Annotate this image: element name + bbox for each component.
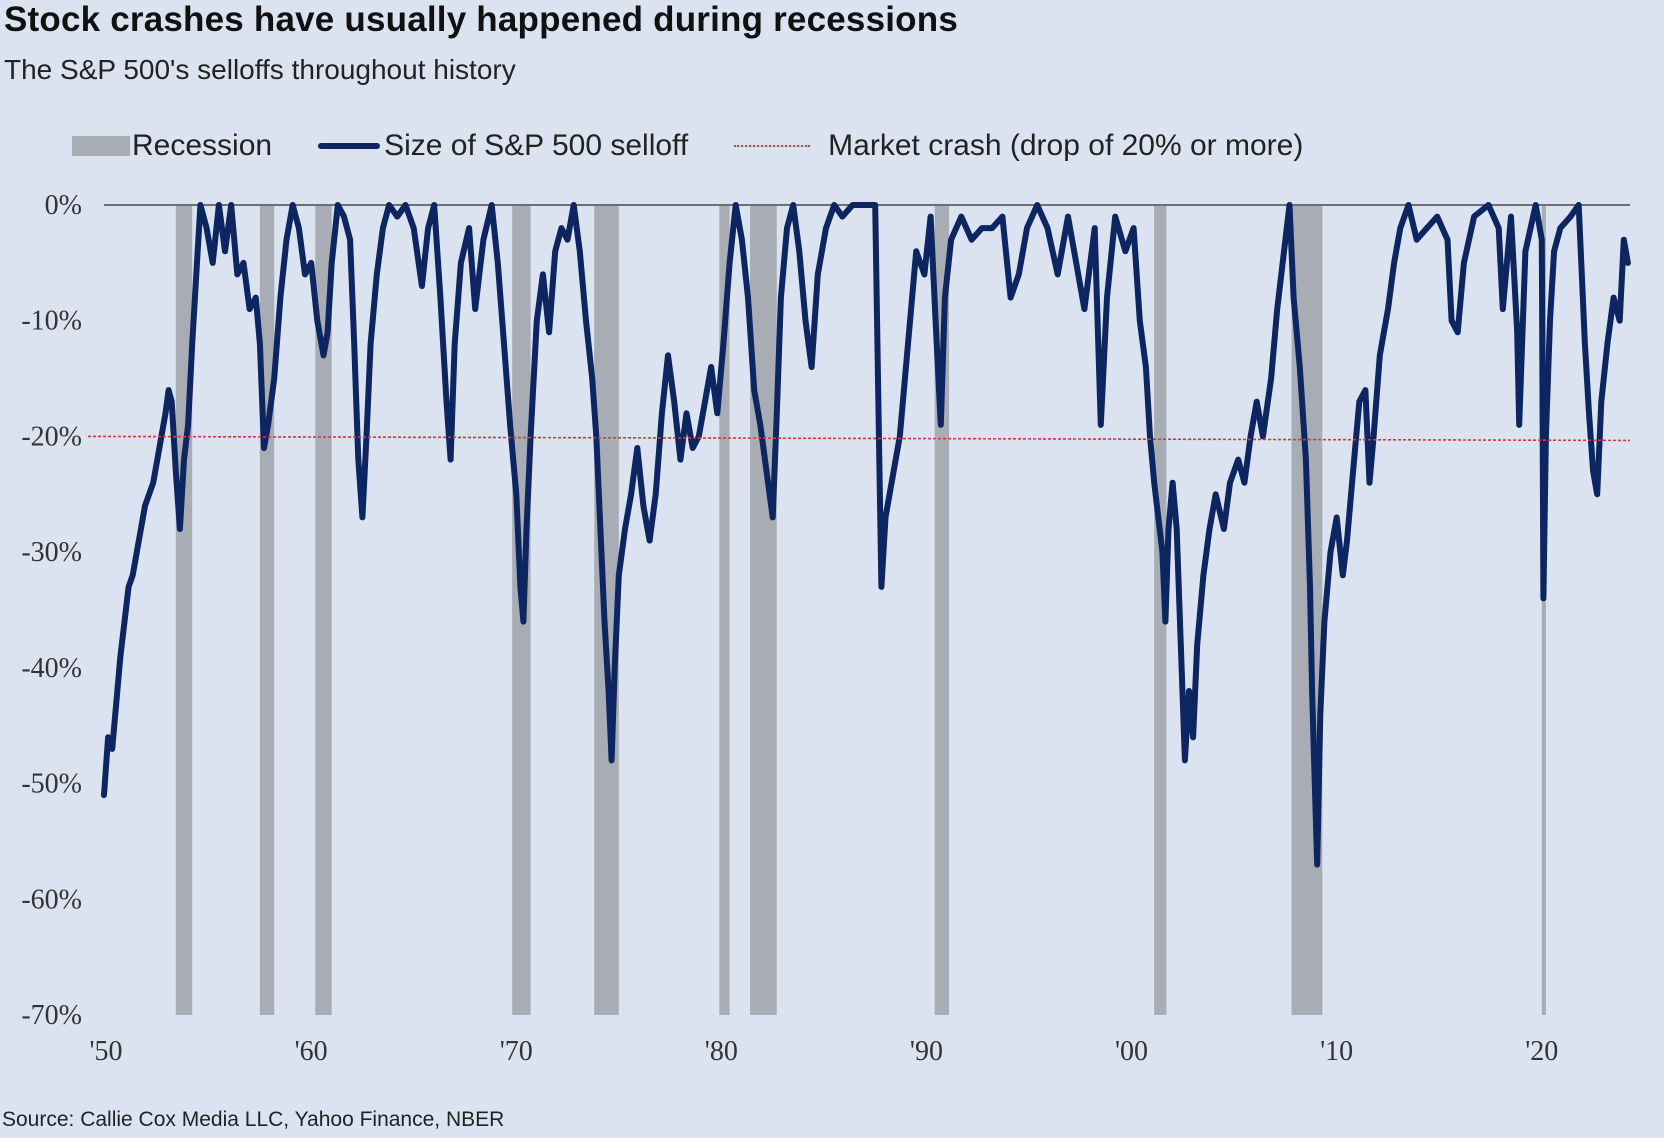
- chart-title: Stock crashes have usually happened duri…: [4, 0, 959, 39]
- x-tick-label: '10: [1320, 1036, 1353, 1067]
- y-tick-label: -30%: [21, 537, 82, 568]
- chart-subtitle: The S&P 500's selloffs throughout histor…: [4, 54, 516, 85]
- chart-legend: Recession Size of S&P 500 selloff Market…: [72, 126, 1349, 166]
- y-tick-label: -60%: [21, 884, 82, 915]
- x-tick-label: '90: [910, 1036, 943, 1067]
- recession-band: [259, 205, 275, 1015]
- y-tick-label: -10%: [21, 306, 82, 337]
- legend-item-crash: Market crash (drop of 20% or more): [734, 129, 1303, 163]
- x-tick-label: '00: [1115, 1036, 1148, 1067]
- x-tick-label: '20: [1525, 1036, 1558, 1067]
- legend-swatch-crash: [734, 145, 811, 147]
- chart-source: Source: Callie Cox Media LLC, Yahoo Fina…: [2, 1108, 505, 1131]
- legend-item-selloff: Size of S&P 500 selloff: [318, 129, 688, 163]
- legend-label-selloff: Size of S&P 500 selloff: [384, 129, 689, 162]
- x-tick-label: '60: [295, 1036, 328, 1067]
- x-tick-label: '50: [89, 1036, 122, 1067]
- x-tick-label: '70: [500, 1036, 533, 1067]
- recession-band: [719, 205, 730, 1015]
- recession-band: [750, 205, 777, 1015]
- recession-band: [1541, 205, 1546, 1015]
- recession-band: [175, 205, 193, 1015]
- y-tick-label: -70%: [21, 1000, 82, 1031]
- selloff-chart: 0% -10% -20% -30% -40% -50% -60% -70%'50 '60 '70 '…: [21, 190, 1631, 1067]
- legend-swatch-recession: [72, 136, 130, 156]
- legend-label-crash: Market crash (drop of 20% or more): [828, 129, 1304, 162]
- selloff-series-line: [101, 202, 1631, 868]
- legend-label-recession: Recession: [132, 129, 273, 162]
- legend-swatch-selloff: [318, 143, 381, 149]
- y-tick-label: -50%: [21, 769, 82, 800]
- crash-threshold-line: [87, 435, 1631, 442]
- y-tick-label: -40%: [21, 653, 82, 684]
- y-tick-label: -20%: [21, 421, 82, 452]
- recession-band: [1154, 205, 1167, 1015]
- legend-item-recession: Recession: [72, 129, 272, 163]
- x-tick-label: '80: [705, 1036, 738, 1067]
- recession-band: [315, 205, 332, 1015]
- y-tick-label: 0%: [45, 190, 82, 221]
